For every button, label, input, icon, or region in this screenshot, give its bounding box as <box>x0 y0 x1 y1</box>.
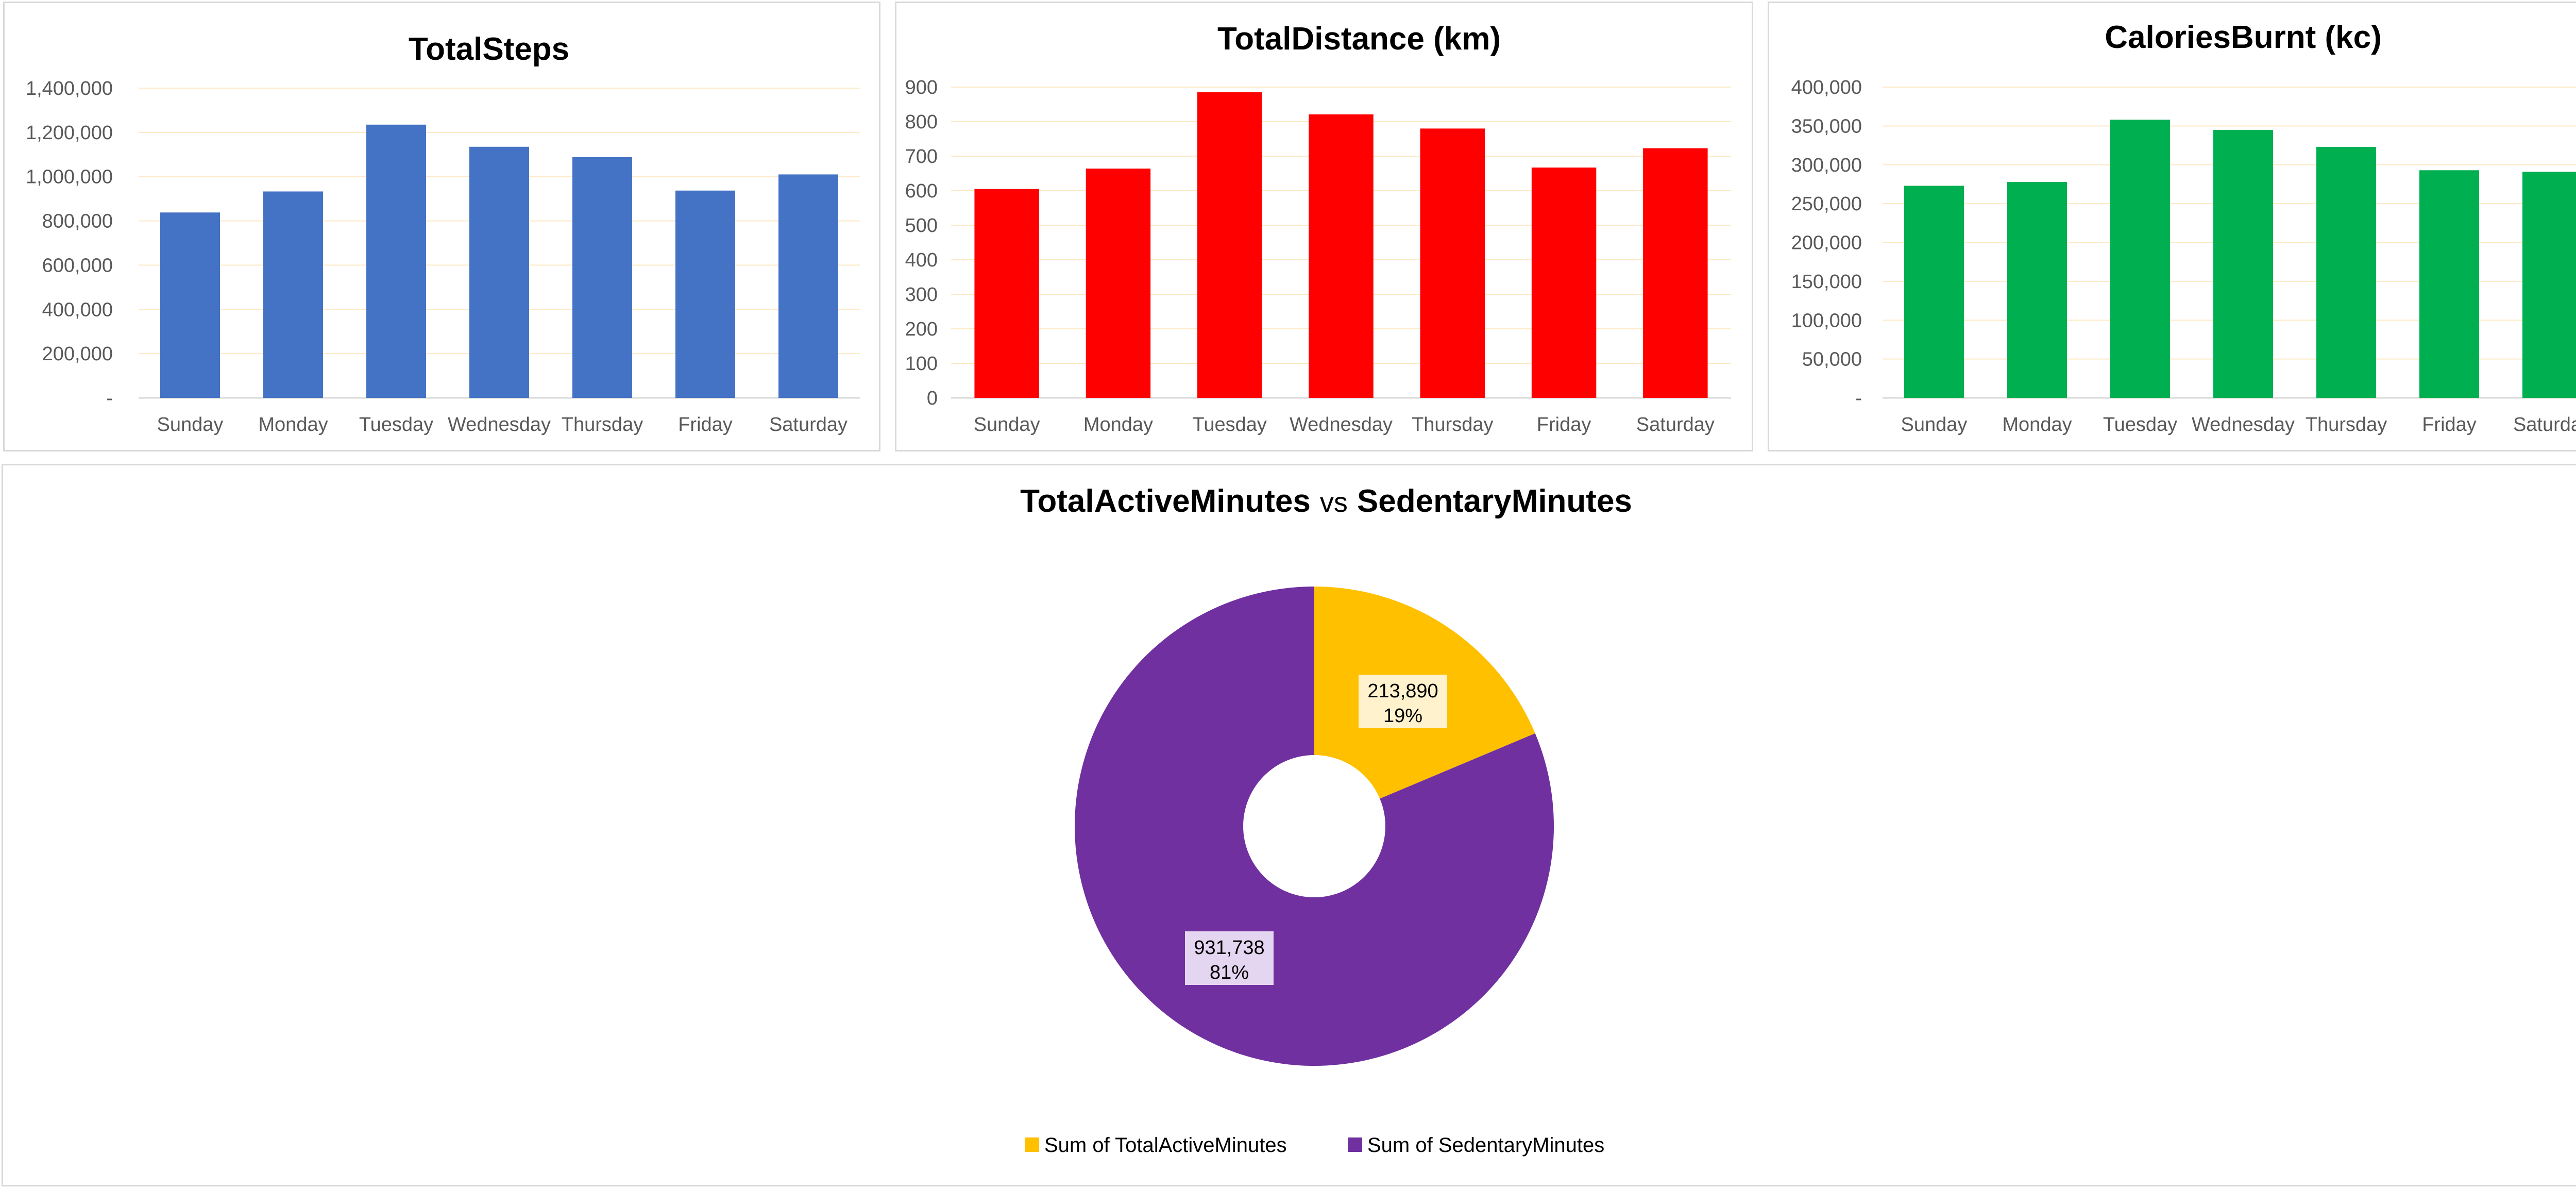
bar-monday <box>1086 169 1151 398</box>
y-tick-label: 300 <box>905 284 938 306</box>
x-tick-label: Thursday <box>2306 414 2387 436</box>
x-tick-label: Wednesday <box>448 414 551 436</box>
y-tick-label: 0 <box>927 388 938 409</box>
bar-friday <box>675 190 735 398</box>
active-vs-sedentary-chart-panel: TotalActiveMinutes vs SedentaryMinutes 213… <box>2 464 2576 1186</box>
x-tick-label: Saturday <box>769 414 848 436</box>
bar-wednesday <box>2213 129 2273 398</box>
y-tick-label: 250,000 <box>1791 193 1862 215</box>
x-tick-label: Tuesday <box>359 414 433 436</box>
calories-burnt-chart-panel: CaloriesBurnt (kc) - 50,000 100,000 150,000… <box>1768 2 2576 451</box>
x-tick-label: Monday <box>1083 414 1153 436</box>
data-label-value: 213,890 <box>1367 680 1438 702</box>
y-tick-label: 200,000 <box>42 343 113 365</box>
y-tick-label: - <box>1855 388 1862 409</box>
y-tick-label: 600,000 <box>42 255 113 276</box>
bar-saturday <box>2522 172 2576 398</box>
y-tick-label: 1,200,000 <box>26 122 113 144</box>
y-tick-label: 350,000 <box>1791 115 1862 137</box>
y-tick-label: 400,000 <box>42 299 113 321</box>
calories-burnt-chart: CaloriesBurnt (kc) - 50,000 100,000 150,000… <box>1791 20 2576 436</box>
title-part-vs: vs <box>1320 487 1348 518</box>
legend-label: Sum of TotalActiveMinutes <box>1044 1134 1287 1157</box>
x-tick-label: Monday <box>258 414 328 436</box>
y-tick-label: 800,000 <box>42 211 113 232</box>
chart-title: TotalSteps <box>409 31 569 67</box>
y-tick-label: 900 <box>905 77 938 98</box>
chart-title: CaloriesBurnt (kc) <box>2105 20 2381 55</box>
active-vs-sedentary-pie-chart: TotalActiveMinutes vs SedentaryMinutes 213… <box>1020 483 1632 1157</box>
y-tick-label: 200 <box>905 319 938 340</box>
y-tick-label: 200,000 <box>1791 232 1862 254</box>
y-tick-label: 50,000 <box>1802 349 1862 371</box>
y-tick-label: 800 <box>905 111 938 133</box>
total-steps-chart-panel: TotalSteps - 200,000 400,000 600,000 800,000… <box>3 2 880 451</box>
x-tick-label: Sunday <box>1901 414 1968 436</box>
bar-wednesday <box>1309 114 1374 398</box>
y-tick-label: 300,000 <box>1791 155 1862 176</box>
x-tick-label: Sunday <box>974 414 1040 436</box>
y-tick-label: 1,400,000 <box>26 78 113 99</box>
legend-swatch <box>1025 1137 1039 1152</box>
x-tick-label: Saturday <box>2513 414 2576 436</box>
title-part-sedentary: SedentaryMinutes <box>1357 483 1632 519</box>
y-tick-label: 600 <box>905 180 938 202</box>
bar-thursday <box>2316 147 2376 398</box>
bar-tuesday <box>2110 120 2170 398</box>
y-tick-label: 700 <box>905 146 938 168</box>
total-steps-chart: TotalSteps - 200,000 400,000 600,000 800,000… <box>26 31 860 436</box>
x-tick-label: Sunday <box>157 414 224 436</box>
bar-thursday <box>572 157 632 398</box>
title-part-active: TotalActiveMinutes <box>1020 483 1311 519</box>
x-tick-label: Monday <box>2002 414 2072 436</box>
total-distance-chart: TotalDistance (km) 0 100 200 300 400 500 600 70… <box>905 21 1731 436</box>
y-tick-label: 100 <box>905 353 938 375</box>
bar-saturday <box>778 174 838 398</box>
bar-friday <box>2419 170 2479 398</box>
x-tick-label: Friday <box>1537 414 1591 436</box>
y-tick-label: 1,000,000 <box>26 166 113 188</box>
y-tick-label: 500 <box>905 215 938 237</box>
x-tick-label: Saturday <box>1636 414 1715 436</box>
x-tick-label: Thursday <box>1412 414 1493 436</box>
bar-monday <box>263 191 323 398</box>
total-distance-chart-panel: TotalDistance (km) 0 100 200 300 400 500 600 70… <box>895 2 1753 451</box>
x-tick-label: Wednesday <box>2192 414 2295 436</box>
bar-sunday <box>160 212 220 398</box>
data-label-value: 931,738 <box>1194 937 1264 959</box>
y-tick-label: 150,000 <box>1791 271 1862 293</box>
bar-wednesday <box>469 146 529 398</box>
data-label-percent: 19% <box>1383 705 1422 727</box>
bar-saturday <box>1643 148 1708 398</box>
bar-tuesday <box>1197 92 1262 398</box>
legend-label: Sum of SedentaryMinutes <box>1367 1134 1604 1157</box>
data-label-percent: 81% <box>1210 962 1249 983</box>
x-tick-label: Friday <box>678 414 733 436</box>
x-tick-label: Wednesday <box>1290 414 1393 436</box>
data-label-box <box>1185 931 1274 985</box>
bar-tuesday <box>366 124 426 398</box>
bar-sunday <box>974 189 1039 398</box>
y-tick-label: 100,000 <box>1791 310 1862 331</box>
chart-title: TotalDistance (km) <box>1217 21 1501 57</box>
bar-sunday <box>1904 186 1964 398</box>
x-tick-label: Friday <box>2422 414 2477 436</box>
y-tick-label: 400,000 <box>1791 77 1862 98</box>
y-tick-label: - <box>106 388 113 409</box>
bar-monday <box>2007 181 2067 398</box>
donut-hole <box>1243 755 1385 897</box>
bar-thursday <box>1420 128 1485 398</box>
x-tick-label: Tuesday <box>1193 414 1267 436</box>
x-tick-label: Tuesday <box>2103 414 2177 436</box>
legend-swatch <box>1348 1137 1362 1152</box>
data-label-box <box>1359 675 1447 728</box>
bar-friday <box>1531 168 1597 398</box>
x-tick-label: Thursday <box>562 414 643 436</box>
chart-title: TotalActiveMinutes vs SedentaryMinutes <box>1020 483 1632 519</box>
y-tick-label: 400 <box>905 249 938 271</box>
